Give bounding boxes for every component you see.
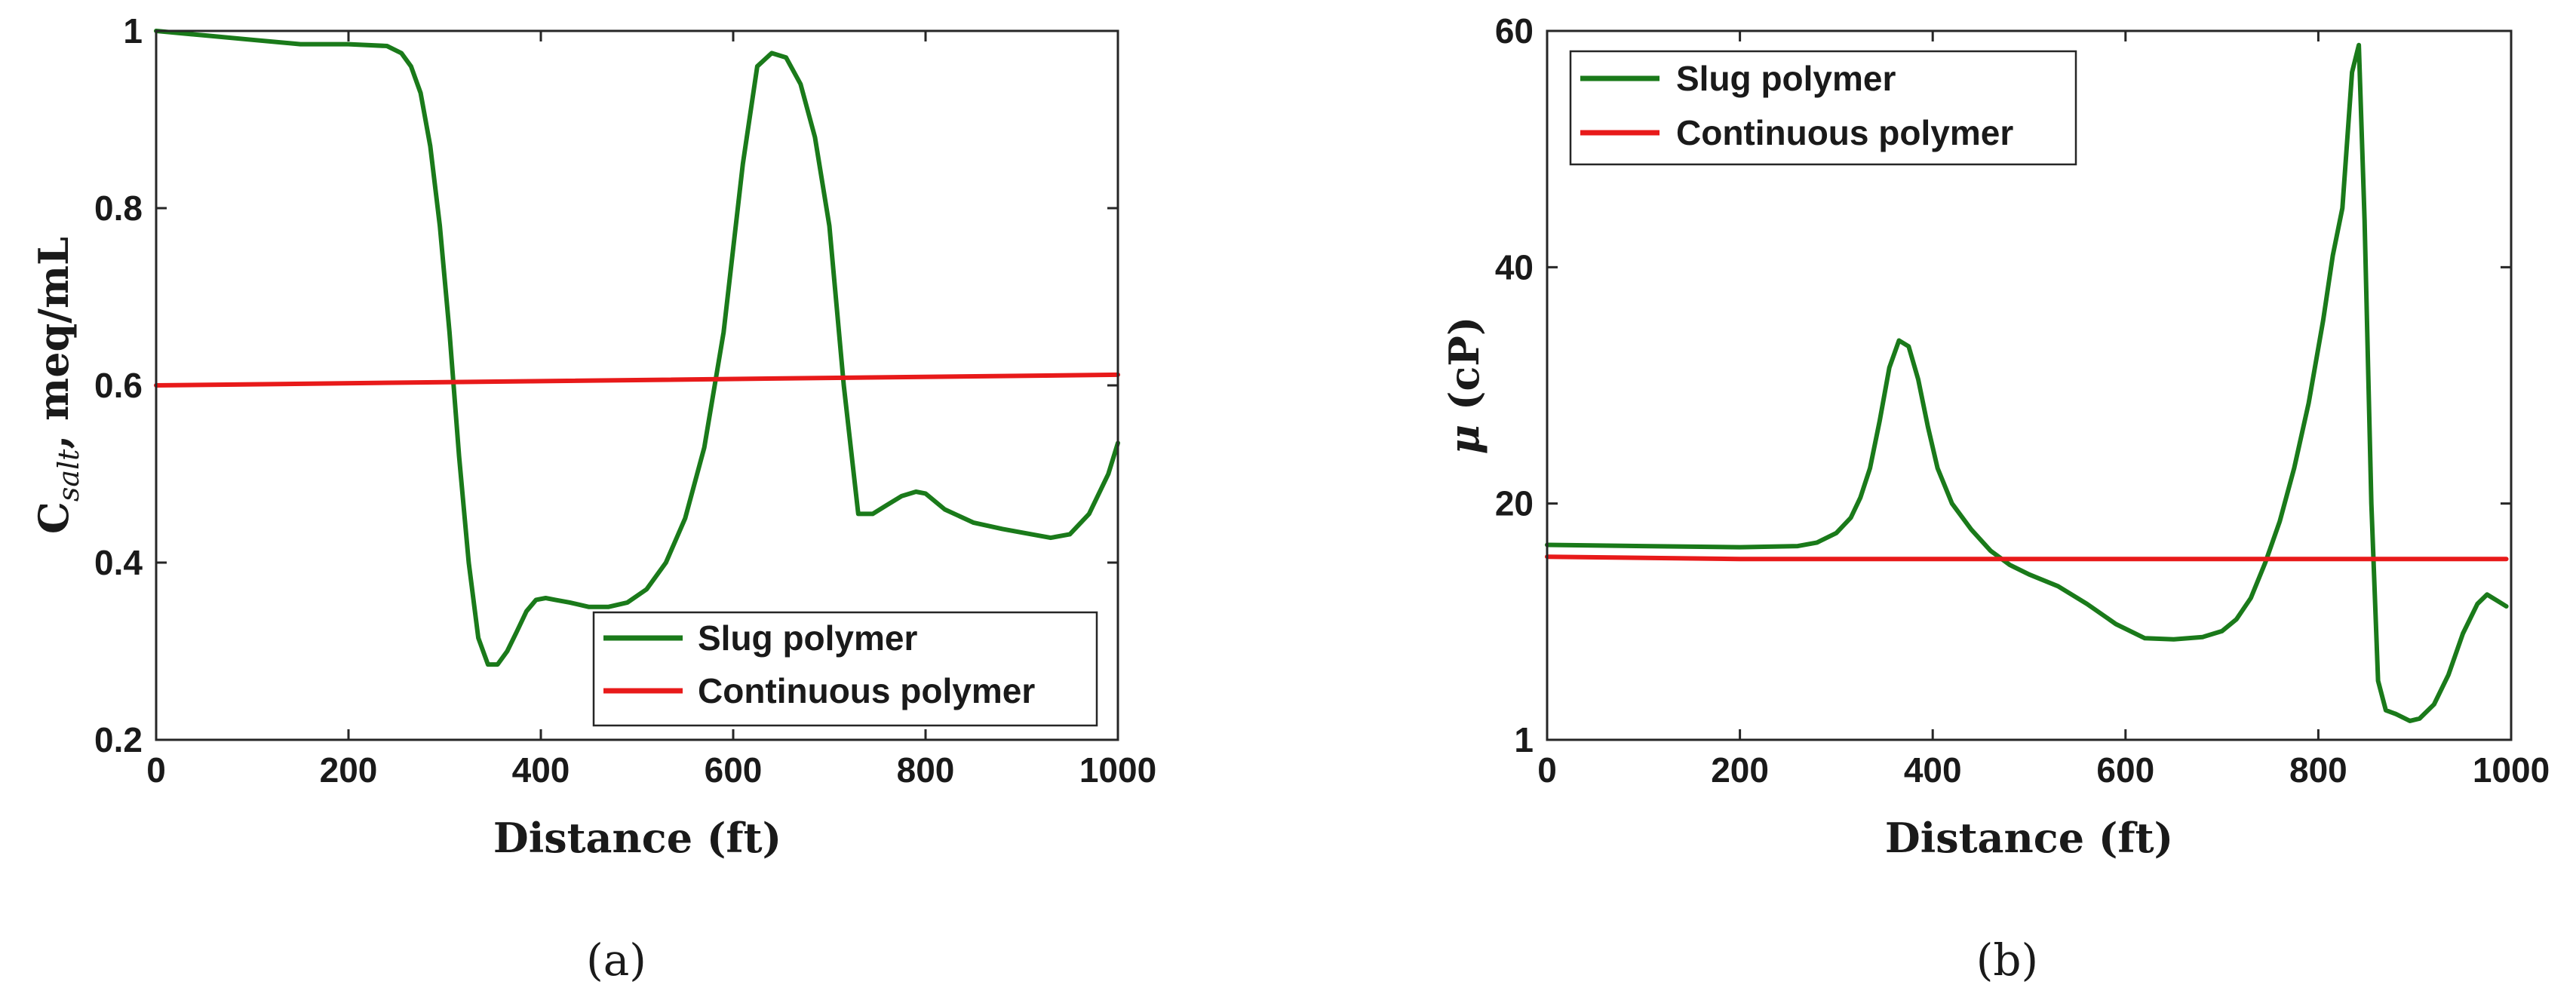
y-tick-labels-b: 1 20 40 60 — [1495, 11, 1534, 759]
x-tick-labels-b: 0 200 400 600 800 1000 — [1537, 750, 2550, 790]
y-axis-label-sub-a: salt — [52, 449, 85, 502]
series-line-a-slug-polymer — [154, 29, 1120, 667]
plot-area-b — [1546, 29, 2513, 741]
x-tick-labels-a: 0 200 400 600 800 1000 — [146, 750, 1156, 790]
y-tick-label-a-4: 1 — [123, 11, 143, 51]
x-tick-label-b-1: 200 — [1711, 750, 1769, 790]
y-axis-label-rest-a: , meq/mL — [29, 237, 78, 449]
chart-panel-a: 0.2 0.4 0.6 0.8 1 0 200 400 600 800 1000 Distance… — [29, 11, 1156, 986]
panel-caption-a: (a) — [586, 934, 646, 986]
y-tick-label-a-2: 0.6 — [94, 366, 143, 405]
y-axis-label-a: Csalt, meq/mL — [29, 237, 85, 534]
legend-a: Slug polymer Continuous polymer — [592, 611, 1098, 727]
legend-box-a — [592, 611, 1098, 727]
y-axis-label-base-b: μ — [1440, 425, 1488, 455]
x-tick-label-b-2: 400 — [1904, 750, 1962, 790]
series-layer-b — [1545, 42, 2509, 723]
legend-label-continuous-a: Continuous polymer — [698, 671, 1035, 710]
legend-label-slug-a: Slug polymer — [698, 618, 917, 658]
y-axis-label-rest-b: (cP) — [1440, 317, 1488, 425]
y-tick-label-b-2: 40 — [1495, 247, 1534, 287]
x-tick-label-a-5: 1000 — [1079, 750, 1156, 790]
x-axis-label-b: Distance (ft) — [1885, 814, 2173, 862]
panel-caption-b: (b) — [1976, 934, 2038, 986]
y-axis-label-base-a: C — [29, 502, 78, 534]
y-axis-label-b: μ (cP) — [1440, 317, 1488, 455]
y-tick-label-b-1: 20 — [1495, 484, 1534, 523]
y-tick-label-b-0: 1 — [1514, 720, 1534, 759]
x-tick-label-a-0: 0 — [146, 750, 166, 790]
x-axis-label-a: Distance (ft) — [493, 814, 781, 862]
x-tick-label-b-4: 800 — [2289, 750, 2347, 790]
plot-area-a — [155, 29, 1119, 741]
x-tick-label-a-1: 200 — [320, 750, 378, 790]
x-tick-label-a-2: 400 — [512, 750, 570, 790]
y-tick-label-b-3: 60 — [1495, 11, 1534, 51]
x-tick-label-b-0: 0 — [1537, 750, 1557, 790]
x-tick-label-a-3: 600 — [705, 750, 763, 790]
legend-label-slug-b: Slug polymer — [1676, 59, 1896, 98]
x-tick-label-b-5: 1000 — [2473, 750, 2550, 790]
y-tick-label-a-0: 0.2 — [94, 720, 143, 759]
y-tick-labels-a: 0.2 0.4 0.6 0.8 1 — [94, 11, 143, 759]
legend-b: Slug polymer Continuous polymer — [1569, 50, 2077, 166]
y-tick-label-a-3: 0.8 — [94, 189, 143, 228]
series-layer-a — [154, 29, 1120, 667]
series-line-b-slug-polymer — [1545, 42, 2509, 723]
x-tick-label-a-4: 800 — [897, 750, 955, 790]
y-tick-label-a-1: 0.4 — [94, 543, 143, 582]
series-line-b-continuous-polymer — [1545, 554, 2509, 562]
legend-box-b — [1569, 50, 2077, 166]
x-tick-label-b-3: 600 — [2096, 750, 2154, 790]
legend-label-continuous-b: Continuous polymer — [1676, 113, 2013, 152]
series-line-a-continuous-polymer — [154, 372, 1120, 388]
